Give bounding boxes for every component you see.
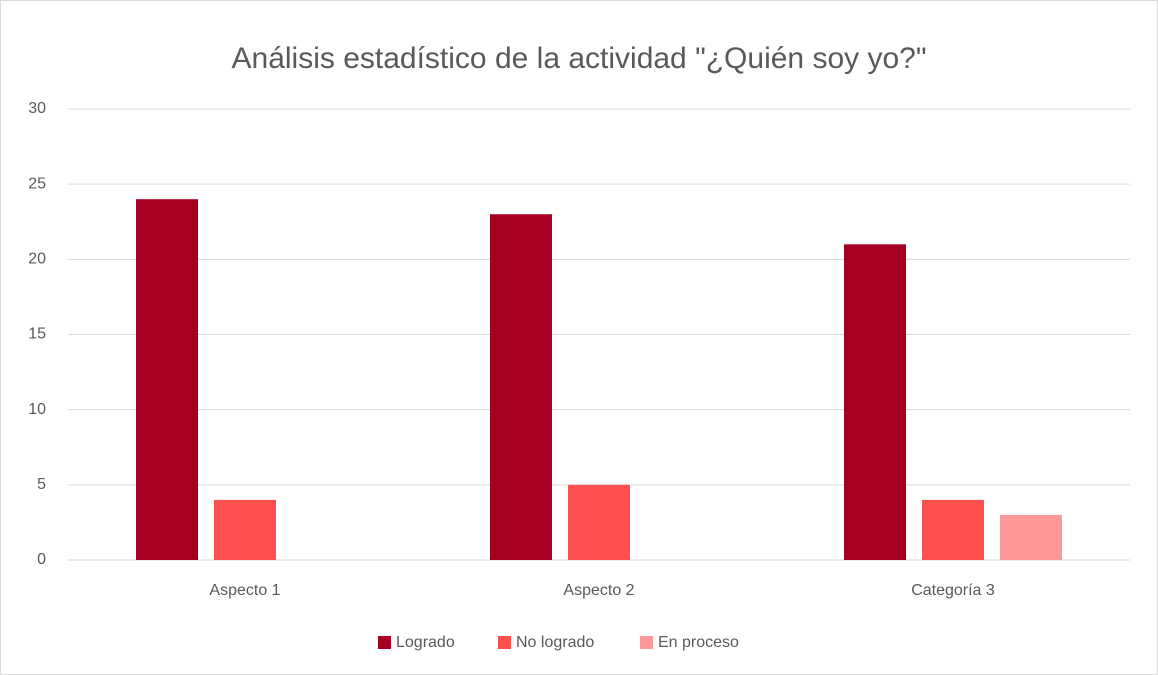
y-tick-label: 20 — [28, 251, 46, 268]
y-tick-label: 5 — [37, 476, 46, 493]
legend-swatch — [498, 636, 511, 649]
legend-swatch — [378, 636, 391, 649]
bar — [214, 499, 276, 560]
y-tick-label: 0 — [37, 551, 46, 568]
bar — [922, 499, 984, 560]
legend-label: No logrado — [516, 634, 594, 651]
bar — [490, 214, 552, 560]
legend-label: En proceso — [658, 634, 739, 651]
legend-swatch — [640, 636, 653, 649]
legend-label: Logrado — [396, 634, 455, 651]
bar — [568, 484, 630, 560]
y-tick-label: 10 — [28, 401, 46, 418]
y-tick-label: 25 — [28, 175, 46, 192]
y-tick-label: 15 — [28, 326, 46, 343]
y-tick-label: 30 — [28, 100, 46, 117]
x-tick-label: Categoría 3 — [911, 582, 995, 599]
x-tick-label: Aspecto 1 — [209, 582, 280, 599]
bar — [844, 244, 906, 561]
bar — [136, 199, 198, 560]
bar — [1000, 514, 1062, 560]
x-tick-label: Aspecto 2 — [563, 582, 634, 599]
chart-title: Análisis estadístico de la actividad "¿Q… — [232, 42, 927, 75]
